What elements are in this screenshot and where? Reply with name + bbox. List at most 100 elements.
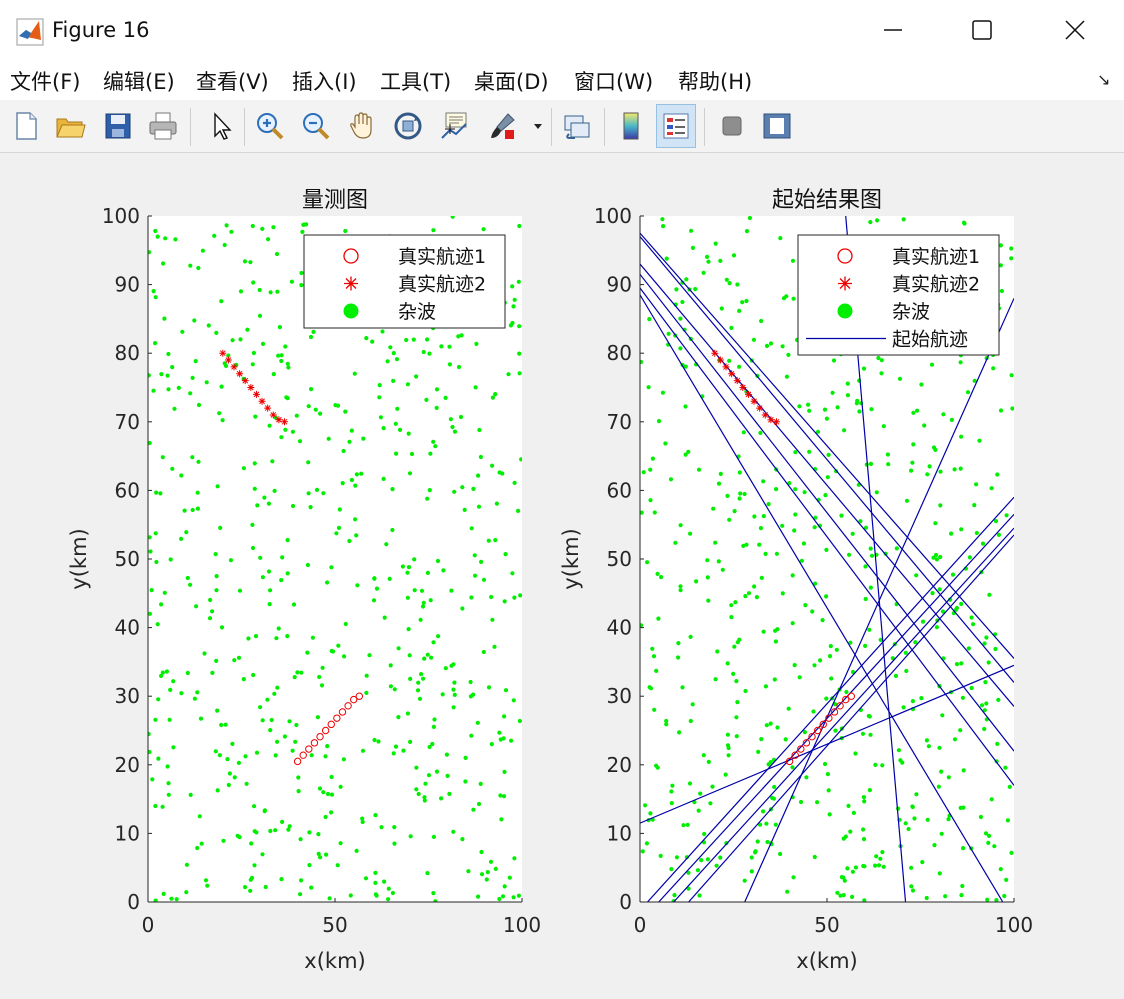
zoom-in-button[interactable] xyxy=(250,104,290,148)
minimize-button[interactable] xyxy=(848,6,938,54)
clutter-point xyxy=(409,451,415,457)
clutter-point xyxy=(428,451,433,456)
clutter-point xyxy=(469,595,474,600)
menu-file[interactable]: 文件(F) xyxy=(10,70,81,94)
link-plot-button[interactable] xyxy=(557,104,597,148)
track1-point xyxy=(830,708,839,716)
clutter-point xyxy=(224,223,229,228)
open-file-button[interactable] xyxy=(50,104,90,148)
clutter-point xyxy=(252,829,257,834)
clutter-point xyxy=(305,650,310,655)
close-button[interactable] xyxy=(1030,6,1120,54)
menu-view[interactable]: 查看(V) xyxy=(196,70,269,94)
dock-arrow-icon[interactable]: ↘ xyxy=(1097,70,1111,89)
clutter-point xyxy=(248,877,253,882)
clutter-point xyxy=(179,536,184,541)
brush-button[interactable] xyxy=(482,104,522,148)
clutter-point xyxy=(268,728,273,733)
maximize-button[interactable] xyxy=(937,6,1027,54)
clutter-point xyxy=(734,679,739,684)
menu-window[interactable]: 窗口(W) xyxy=(574,70,654,94)
clutter-point xyxy=(752,584,757,589)
track2-point xyxy=(767,416,775,424)
clutter-point xyxy=(876,863,882,868)
colorbar-button[interactable] xyxy=(611,104,651,148)
clutter-point xyxy=(274,251,280,257)
clutter-point xyxy=(193,359,198,364)
menu-tools[interactable]: 工具(T) xyxy=(380,70,452,94)
clutter-point xyxy=(810,609,815,614)
clutter-point xyxy=(862,864,867,869)
axes-2[interactable]: 0 10 20 30 40 50 60 70 80 90 100 0 50 100 起始结果图 x(km) y(… xyxy=(559,188,1033,973)
rotate-3d-button[interactable] xyxy=(388,104,428,148)
clutter-point xyxy=(775,627,780,632)
clutter-point xyxy=(804,775,809,780)
clutter-point xyxy=(828,644,833,649)
clutter-point xyxy=(824,594,829,599)
clutter-point xyxy=(824,416,830,421)
clutter-point xyxy=(431,724,436,730)
clutter-point xyxy=(379,825,384,830)
brush-dropdown-button[interactable] xyxy=(528,104,548,148)
clutter-point xyxy=(825,475,830,480)
clutter-point xyxy=(452,489,457,494)
clutter-point xyxy=(249,841,254,846)
clutter-point xyxy=(640,510,644,515)
save-button[interactable] xyxy=(98,104,138,148)
clutter-point xyxy=(360,819,365,825)
data-cursor-button[interactable] xyxy=(434,104,474,148)
track2-point xyxy=(230,363,238,371)
pointer-button[interactable] xyxy=(200,104,240,148)
clutter-point xyxy=(153,295,158,300)
clutter-point xyxy=(940,713,945,718)
menu-help[interactable]: 帮助(H) xyxy=(678,70,753,94)
clutter-point xyxy=(185,670,190,676)
clutter-point xyxy=(511,304,516,309)
pan-button[interactable] xyxy=(342,104,382,148)
clutter-point xyxy=(321,790,326,795)
clutter-point xyxy=(159,602,164,607)
clutter-point xyxy=(724,277,729,282)
clutter-point xyxy=(723,772,728,777)
start-track-line xyxy=(647,496,1014,902)
clutter-point xyxy=(831,358,837,363)
menu-edit[interactable]: 编辑(E) xyxy=(103,70,175,94)
clutter-point xyxy=(731,253,737,258)
clutter-point xyxy=(244,781,249,786)
clutter-point xyxy=(826,452,831,457)
clutter-point xyxy=(998,408,1004,413)
clutter-point xyxy=(958,360,963,365)
clutter-point xyxy=(493,538,498,543)
clutter-point xyxy=(715,649,720,654)
clutter-point xyxy=(385,359,390,364)
clutter-point xyxy=(434,769,440,774)
zoom-out-button[interactable] xyxy=(296,104,336,148)
clutter-point xyxy=(373,880,378,886)
show-plot-tools-button[interactable] xyxy=(757,104,797,148)
clutter-point xyxy=(160,670,165,675)
clutter-point xyxy=(752,514,757,519)
clutter-point xyxy=(412,557,417,562)
legend[interactable]: 真实航迹1 真实航迹2 杂波 xyxy=(303,234,506,329)
clutter-point xyxy=(196,459,201,464)
new-figure-button[interactable] xyxy=(6,104,46,148)
legend-button[interactable] xyxy=(656,104,696,148)
clutter-point xyxy=(219,722,224,728)
clutter-point xyxy=(300,229,305,234)
clutter-point xyxy=(759,575,764,580)
menu-insert[interactable]: 插入(I) xyxy=(292,70,357,94)
clutter-point xyxy=(451,705,456,710)
clutter-point xyxy=(841,893,846,898)
axes-1[interactable]: 0 10 20 30 40 50 60 70 80 90 100 0 50 100 量测图 x(km) y(km… xyxy=(67,188,541,973)
clutter-point xyxy=(937,871,942,876)
clutter-point xyxy=(1003,765,1008,770)
clutter-point xyxy=(268,588,273,593)
hide-plot-tools-button[interactable] xyxy=(712,104,752,148)
print-button[interactable] xyxy=(143,104,183,148)
track2-point xyxy=(744,390,752,398)
menu-desktop[interactable]: 桌面(D) xyxy=(474,70,549,94)
clutter-point xyxy=(925,472,930,477)
clutter-point xyxy=(251,280,256,285)
legend-marker-dot xyxy=(343,303,359,319)
